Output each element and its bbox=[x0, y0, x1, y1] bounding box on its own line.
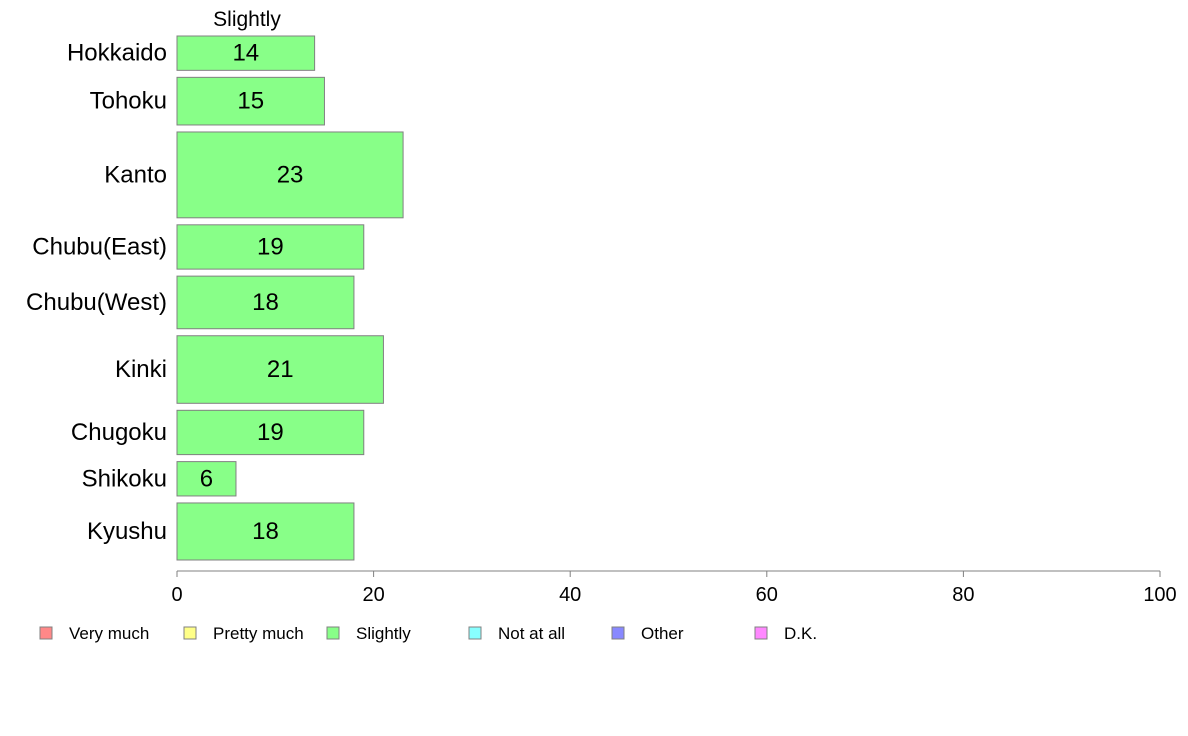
legend-swatch bbox=[611, 626, 625, 640]
bar-value-label: 18 bbox=[252, 289, 279, 316]
x-tick-label: 0 bbox=[171, 584, 182, 606]
bar-value-label: 18 bbox=[252, 518, 279, 545]
category-label: Shikoku bbox=[82, 465, 167, 492]
bar-chugoku bbox=[176, 409, 365, 456]
legend-swatch bbox=[468, 626, 482, 640]
bar-value-label: 14 bbox=[232, 40, 259, 67]
column-header: Slightly bbox=[213, 8, 281, 31]
bar-chubu-west bbox=[176, 275, 355, 330]
bar-value-label: 6 bbox=[200, 465, 213, 492]
legend-label: Pretty much bbox=[213, 624, 304, 643]
bar-kinki bbox=[176, 335, 384, 404]
legend-swatch bbox=[326, 626, 340, 640]
x-tick-label: 80 bbox=[952, 584, 974, 606]
x-axis: 0 20 40 60 80 100 bbox=[171, 570, 1177, 606]
x-tick-label: 100 bbox=[1143, 584, 1176, 606]
x-tick-label: 40 bbox=[559, 584, 581, 606]
category-label: Kyushu bbox=[87, 518, 167, 545]
legend-swatch bbox=[754, 626, 768, 640]
category-label: Kanto bbox=[104, 161, 167, 188]
legend-label: Not at all bbox=[498, 624, 565, 643]
bar-tohoku bbox=[176, 76, 325, 126]
bar-value-label: 21 bbox=[267, 356, 294, 383]
bar-value-label: 19 bbox=[257, 419, 284, 446]
legend-swatch bbox=[39, 626, 53, 640]
category-label: Hokkaido bbox=[67, 40, 167, 67]
legend-label: Very much bbox=[69, 624, 149, 643]
bar-chubu-east bbox=[176, 224, 365, 270]
bar-kyushu bbox=[176, 502, 355, 561]
bar-kanto bbox=[176, 131, 404, 219]
x-tick-label: 60 bbox=[756, 584, 778, 606]
category-label: Chubu(West) bbox=[26, 289, 167, 316]
bar-shikoku bbox=[176, 461, 237, 497]
legend-label: D.K. bbox=[784, 624, 817, 643]
bar-hokkaido bbox=[176, 35, 316, 71]
bars-group: 14 Hokkaido 15 Tohoku 23 Kanto 19 Chubu(East) 18… bbox=[26, 35, 404, 561]
legend-swatch bbox=[183, 626, 197, 640]
bar-value-label: 19 bbox=[257, 233, 284, 260]
category-label: Kinki bbox=[115, 356, 167, 383]
bar-value-label: 23 bbox=[277, 161, 304, 188]
category-label: Chubu(East) bbox=[32, 233, 167, 260]
legend: Very much Pretty much Slightly Not at all Ot… bbox=[39, 624, 817, 643]
bar-value-label: 15 bbox=[237, 88, 264, 115]
legend-label: Other bbox=[641, 624, 684, 643]
legend-label: Slightly bbox=[356, 624, 411, 643]
category-label: Chugoku bbox=[71, 419, 167, 446]
x-tick-label: 20 bbox=[362, 584, 384, 606]
category-label: Tohoku bbox=[90, 88, 167, 115]
